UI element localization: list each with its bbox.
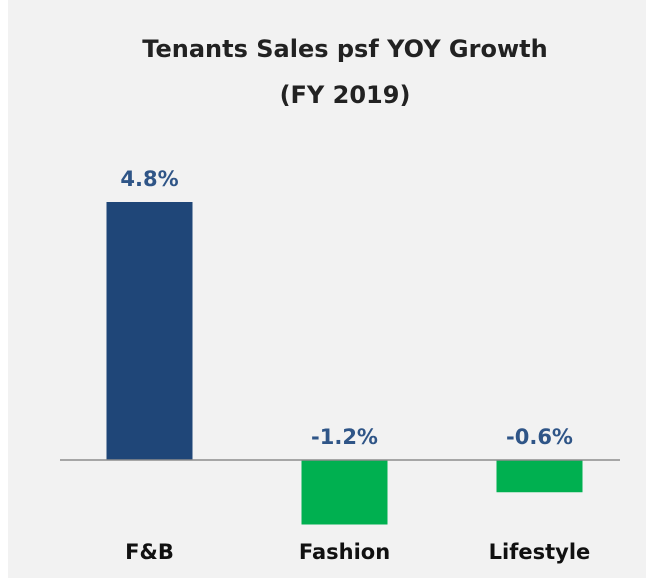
bar [106, 202, 193, 460]
data-label: 4.8% [120, 167, 178, 191]
chart-title: (FY 2019) [280, 81, 411, 109]
x-tick-label: F&B [125, 540, 174, 564]
x-tick-label: Fashion [299, 540, 390, 564]
data-label: -0.6% [506, 425, 573, 449]
data-label: -1.2% [311, 425, 378, 449]
bar [301, 460, 388, 525]
x-tick-label: Lifestyle [489, 540, 591, 564]
bar [496, 460, 583, 493]
chart-title: Tenants Sales psf YOY Growth [142, 35, 547, 63]
